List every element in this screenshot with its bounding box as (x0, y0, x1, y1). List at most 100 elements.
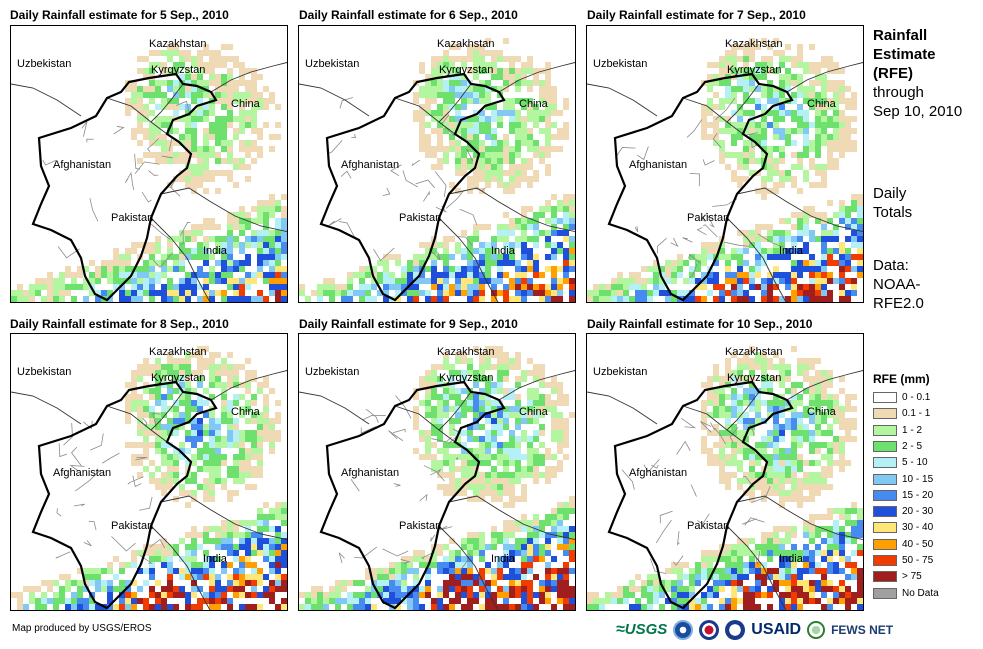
legend-swatch (873, 457, 897, 469)
country-label: China (231, 98, 261, 110)
country-label: China (231, 406, 261, 418)
legend-swatch (873, 440, 897, 452)
data-source-note: Data: NOAA- RFE2.0 (873, 256, 924, 313)
country-label: Kyrgyzstan (727, 64, 781, 76)
panel-title-4: Daily Rainfall estimate for 8 Sep., 2010 (10, 317, 229, 331)
nasa-seal-icon (699, 620, 720, 640)
rainfall-map-6: Kazakhstan Uzbekistan Kyrgyzstan China Afgha… (586, 333, 864, 611)
legend-label: 0 - 0.1 (902, 392, 931, 403)
country-label: Kyrgyzstan (439, 64, 493, 76)
country-label: Kazakhstan (437, 346, 494, 358)
noaa-seal-icon (673, 620, 694, 640)
country-label: Pakistan (687, 212, 729, 224)
country-label: China (807, 406, 837, 418)
legend-label: 1 - 2 (902, 424, 923, 436)
usgs-logo-text: USGS (624, 621, 668, 638)
fews-net-logo: FEWS NET (831, 623, 894, 637)
legend-swatch (873, 424, 897, 436)
legend-swatch (873, 555, 897, 566)
usaid-logo: USAID (751, 621, 802, 638)
logo-bar: ≈USGS USAID FEWS NET (616, 617, 893, 643)
country-label: China (519, 98, 549, 110)
rainfall-map-5: Kazakhstan Uzbekistan Kyrgyzstan China Afgha… (298, 333, 576, 611)
usaid-seal-icon (725, 620, 746, 640)
legend-swatch (873, 473, 897, 485)
country-label: Pakistan (399, 520, 441, 532)
rainfall-map-4: Kazakhstan Uzbekistan Kyrgyzstan China Afgha… (10, 333, 288, 611)
legend-swatch (873, 408, 897, 420)
country-label: Afghanistan (629, 159, 687, 171)
country-label: Afghanistan (341, 159, 399, 171)
legend-label: 0.1 - 1 (902, 408, 931, 420)
country-label: Uzbekistan (305, 366, 359, 378)
map-title: Rainfall Estimate (RFE) through Sep 10, … (873, 26, 962, 121)
legend-label: 50 - 75 (902, 555, 934, 566)
title-line-estimate: Estimate (873, 46, 936, 63)
legend-swatch (873, 489, 897, 501)
country-label: India (203, 553, 228, 565)
country-label: Pakistan (111, 520, 153, 532)
country-label: Kazakhstan (725, 38, 782, 50)
country-label: Kazakhstan (437, 38, 494, 50)
legend-swatch (873, 587, 897, 599)
legend-label: 2 - 5 (902, 440, 923, 452)
legend-label: 30 - 40 (902, 522, 934, 534)
legend-swatch (873, 538, 897, 550)
country-label: India (203, 245, 228, 257)
legend-swatch (873, 506, 897, 518)
country-label: Afghanistan (53, 159, 111, 171)
country-label: Uzbekistan (305, 58, 359, 70)
title-line-through: through (873, 84, 924, 101)
title-line-rfe: (RFE) (873, 65, 913, 82)
country-label: Kazakhstan (149, 346, 206, 358)
country-label: China (519, 406, 549, 418)
country-label: India (491, 553, 516, 565)
country-label: Kazakhstan (149, 38, 206, 50)
legend-label: No Data (902, 587, 939, 599)
country-label: India (779, 245, 804, 257)
legend-label: 20 - 30 (902, 506, 934, 518)
legend-swatch (873, 522, 897, 534)
country-label: Afghanistan (341, 467, 399, 479)
legend-label: 40 - 50 (902, 538, 934, 550)
country-label: Uzbekistan (593, 366, 647, 378)
fews-globe-icon (807, 621, 826, 639)
country-label: Afghanistan (629, 467, 687, 479)
country-label: India (491, 245, 516, 257)
country-label: Pakistan (111, 212, 153, 224)
country-label: Pakistan (687, 520, 729, 532)
legend-label: 10 - 15 (902, 473, 934, 485)
country-label: Kyrgyzstan (151, 64, 205, 76)
rainfall-map-1: Kazakhstan Uzbekistan Kyrgyzstan China Afgha… (10, 25, 288, 303)
country-label: Uzbekistan (17, 58, 71, 70)
legend-label: 15 - 20 (902, 489, 934, 501)
legend-title: RFE (mm) (873, 372, 930, 386)
country-label: Kyrgyzstan (151, 372, 205, 384)
country-label: Pakistan (399, 212, 441, 224)
rainfall-map-2: Kazakhstan Uzbekistan Kyrgyzstan China Afgha… (298, 25, 576, 303)
totals-line: Totals (873, 204, 913, 221)
country-label: Uzbekistan (593, 58, 647, 70)
usgs-logo: ≈USGS (616, 621, 668, 638)
title-line-rainfall: Rainfall (873, 27, 928, 44)
panel-title-1: Daily Rainfall estimate for 5 Sep., 2010 (10, 8, 229, 22)
country-label: Kyrgyzstan (439, 372, 493, 384)
panel-title-5: Daily Rainfall estimate for 9 Sep., 2010 (299, 317, 518, 331)
country-label: India (779, 553, 804, 565)
country-label: Afghanistan (53, 467, 111, 479)
panel-title-3: Daily Rainfall estimate for 7 Sep., 2010 (587, 8, 806, 22)
noaa-line: NOAA- (873, 276, 921, 293)
legend-swatch (873, 571, 897, 583)
rfe-line: RFE2.0 (873, 295, 924, 312)
title-line-date: Sep 10, 2010 (873, 103, 963, 120)
legend-swatch (873, 392, 897, 403)
panel-title-2: Daily Rainfall estimate for 6 Sep., 2010 (299, 8, 518, 22)
panel-title-6: Daily Rainfall estimate for 10 Sep., 201… (587, 317, 813, 331)
country-label: Uzbekistan (17, 366, 71, 378)
daily-totals-note: Daily Totals (873, 184, 912, 222)
legend-label: > 75 (902, 571, 922, 583)
country-label: Kazakhstan (725, 346, 782, 358)
data-line: Data: (873, 257, 909, 274)
rainfall-map-3: Kazakhstan Uzbekistan Kyrgyzstan China Afgha… (586, 25, 864, 303)
country-label: China (807, 98, 837, 110)
